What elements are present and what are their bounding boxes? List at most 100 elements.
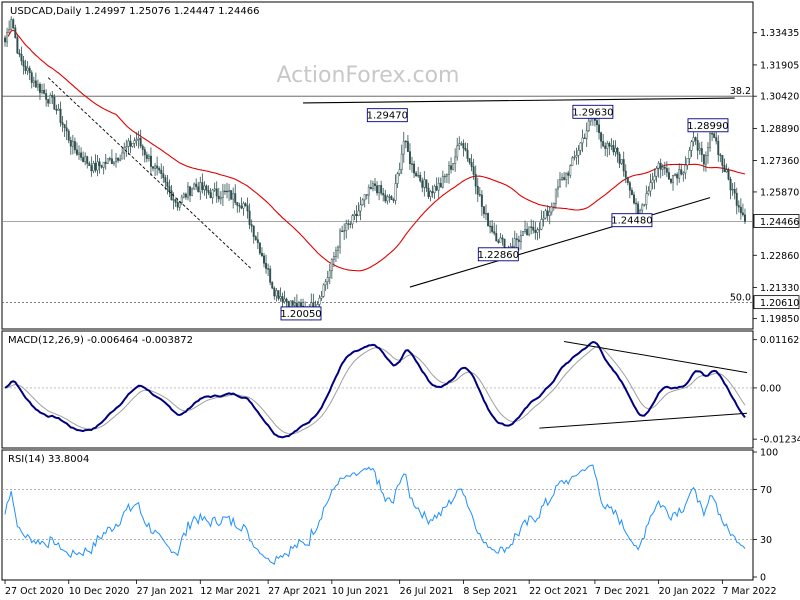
candle-body xyxy=(622,159,625,172)
candle xyxy=(630,187,633,196)
candle xyxy=(55,104,58,115)
price-label-text: 1.24480 xyxy=(611,216,652,227)
candle xyxy=(256,231,259,250)
candle-body xyxy=(265,263,268,269)
candle-body xyxy=(470,162,473,167)
candle-body xyxy=(45,93,48,100)
candle-body xyxy=(587,120,590,131)
candle-body xyxy=(279,296,282,299)
candle xyxy=(515,233,518,250)
candle-body xyxy=(489,225,492,228)
candle xyxy=(462,139,465,157)
candle-body xyxy=(692,137,695,143)
candle-body xyxy=(423,179,426,188)
macd-axis-label: -0.012348 xyxy=(760,435,800,446)
candle xyxy=(234,184,237,206)
candle-body xyxy=(721,155,724,166)
candle-body xyxy=(474,174,477,187)
candle xyxy=(215,181,218,203)
candle-body xyxy=(511,245,514,248)
candle-body xyxy=(361,199,364,205)
candle xyxy=(661,164,664,176)
candle-body xyxy=(96,161,99,171)
candle xyxy=(445,173,448,184)
price-label: 1.28990 xyxy=(687,118,729,133)
candle-body xyxy=(702,154,705,165)
candle-body xyxy=(476,186,479,195)
candle-body xyxy=(332,256,335,260)
candle xyxy=(129,134,132,154)
candle xyxy=(622,151,625,177)
candle xyxy=(57,103,60,111)
candle-body xyxy=(369,186,372,189)
candle-body xyxy=(127,140,130,147)
candle-body xyxy=(252,225,255,237)
candle xyxy=(474,165,477,195)
candle-body xyxy=(98,161,101,166)
candle xyxy=(49,92,52,104)
candle-body xyxy=(73,141,76,151)
candle xyxy=(357,202,360,217)
candle-body xyxy=(411,163,413,165)
candle-body xyxy=(147,155,150,159)
candle-body xyxy=(51,95,54,98)
candle xyxy=(600,131,603,149)
candle-body xyxy=(156,165,159,169)
candle xyxy=(676,172,679,186)
candle-body xyxy=(363,194,366,201)
candle xyxy=(61,116,64,132)
candlesticks xyxy=(4,16,746,321)
candle xyxy=(501,234,504,246)
candle-body xyxy=(674,173,677,176)
candle xyxy=(328,263,331,285)
candle-body xyxy=(281,296,284,302)
candle xyxy=(626,176,629,186)
price-label-box xyxy=(572,104,614,119)
time-axis-label: 10 Dec 2020 xyxy=(69,586,130,597)
candle-body xyxy=(682,172,685,175)
candle xyxy=(721,155,724,173)
price-label: 1.29470 xyxy=(366,108,408,123)
candle xyxy=(351,214,354,229)
candle-body xyxy=(189,186,191,196)
candle xyxy=(450,157,453,174)
candle xyxy=(371,180,374,192)
candle-body xyxy=(343,230,346,232)
candle xyxy=(709,131,711,152)
price-label: 1.22860 xyxy=(478,247,519,262)
price-label-box xyxy=(366,108,408,123)
candle-body xyxy=(384,194,387,202)
candle-body xyxy=(55,109,58,111)
candle-body xyxy=(707,147,709,156)
candle xyxy=(145,151,148,163)
price-label-text: 1.28990 xyxy=(687,121,728,132)
candle xyxy=(201,173,204,194)
candle xyxy=(425,179,428,192)
candle-body xyxy=(737,205,740,208)
candle-body xyxy=(277,290,280,299)
macd-indicator xyxy=(2,340,753,439)
candle xyxy=(236,201,239,213)
candle xyxy=(71,134,74,155)
candle xyxy=(363,194,366,208)
candle-body xyxy=(337,246,339,251)
price-axis-label: 1.24466 xyxy=(760,217,799,228)
candle xyxy=(466,142,469,162)
candle xyxy=(162,166,165,183)
candle-body xyxy=(123,147,126,154)
candle xyxy=(8,20,11,34)
candle xyxy=(417,166,420,178)
candle-body xyxy=(172,199,175,201)
candle-body xyxy=(267,268,270,270)
candle-body xyxy=(655,168,658,177)
candle xyxy=(546,205,549,221)
candle-body xyxy=(606,143,609,149)
candle xyxy=(199,176,202,200)
candle xyxy=(519,230,522,250)
candle xyxy=(156,156,159,176)
candle xyxy=(51,90,54,105)
candle xyxy=(406,135,409,153)
price-label: 1.24480 xyxy=(611,213,653,228)
candle-body xyxy=(480,194,483,207)
candle xyxy=(565,172,568,188)
